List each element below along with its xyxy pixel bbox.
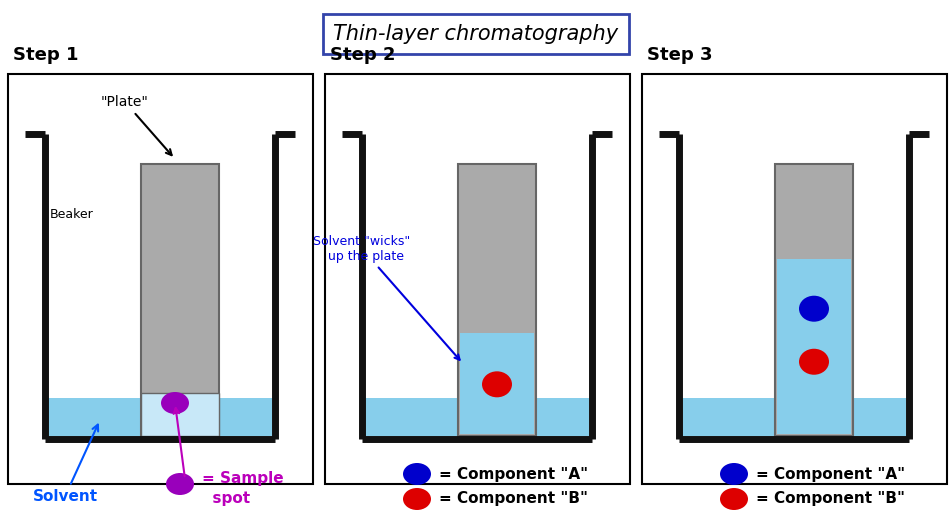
Ellipse shape	[403, 463, 431, 485]
Text: = Component "A": = Component "A"	[756, 466, 905, 482]
Bar	[458, 164, 536, 436]
Ellipse shape	[799, 296, 829, 322]
Ellipse shape	[720, 463, 748, 485]
Bar	[48, 398, 272, 436]
Ellipse shape	[799, 349, 829, 375]
Ellipse shape	[720, 488, 748, 510]
Text: "Plate": "Plate"	[101, 95, 171, 155]
Ellipse shape	[482, 372, 512, 397]
Ellipse shape	[161, 392, 189, 414]
Bar	[141, 164, 219, 436]
Text: = Sample: = Sample	[202, 472, 284, 486]
Bar	[775, 164, 853, 436]
Bar	[8, 74, 313, 484]
Ellipse shape	[403, 488, 431, 510]
Text: Step 1: Step 1	[13, 46, 78, 64]
Text: = Component "A": = Component "A"	[439, 466, 588, 482]
Bar	[682, 398, 906, 436]
Text: Thin-layer chromatography: Thin-layer chromatography	[333, 24, 619, 44]
Bar	[325, 74, 630, 484]
Text: Beaker: Beaker	[50, 208, 93, 221]
Text: Step 2: Step 2	[330, 46, 395, 64]
Bar	[458, 333, 536, 436]
Ellipse shape	[166, 473, 194, 495]
Bar	[460, 333, 534, 434]
Text: = Component "B": = Component "B"	[756, 492, 905, 507]
Bar	[777, 259, 851, 434]
Text: spot: spot	[202, 490, 250, 506]
Bar	[365, 398, 589, 436]
Text: = Component "B": = Component "B"	[439, 492, 588, 507]
Bar	[642, 74, 947, 484]
Text: Step 3: Step 3	[647, 46, 712, 64]
Text: Solvent: Solvent	[32, 424, 98, 504]
Text: Solvent "wicks"
  up the plate: Solvent "wicks" up the plate	[313, 235, 460, 360]
Bar	[141, 393, 219, 436]
